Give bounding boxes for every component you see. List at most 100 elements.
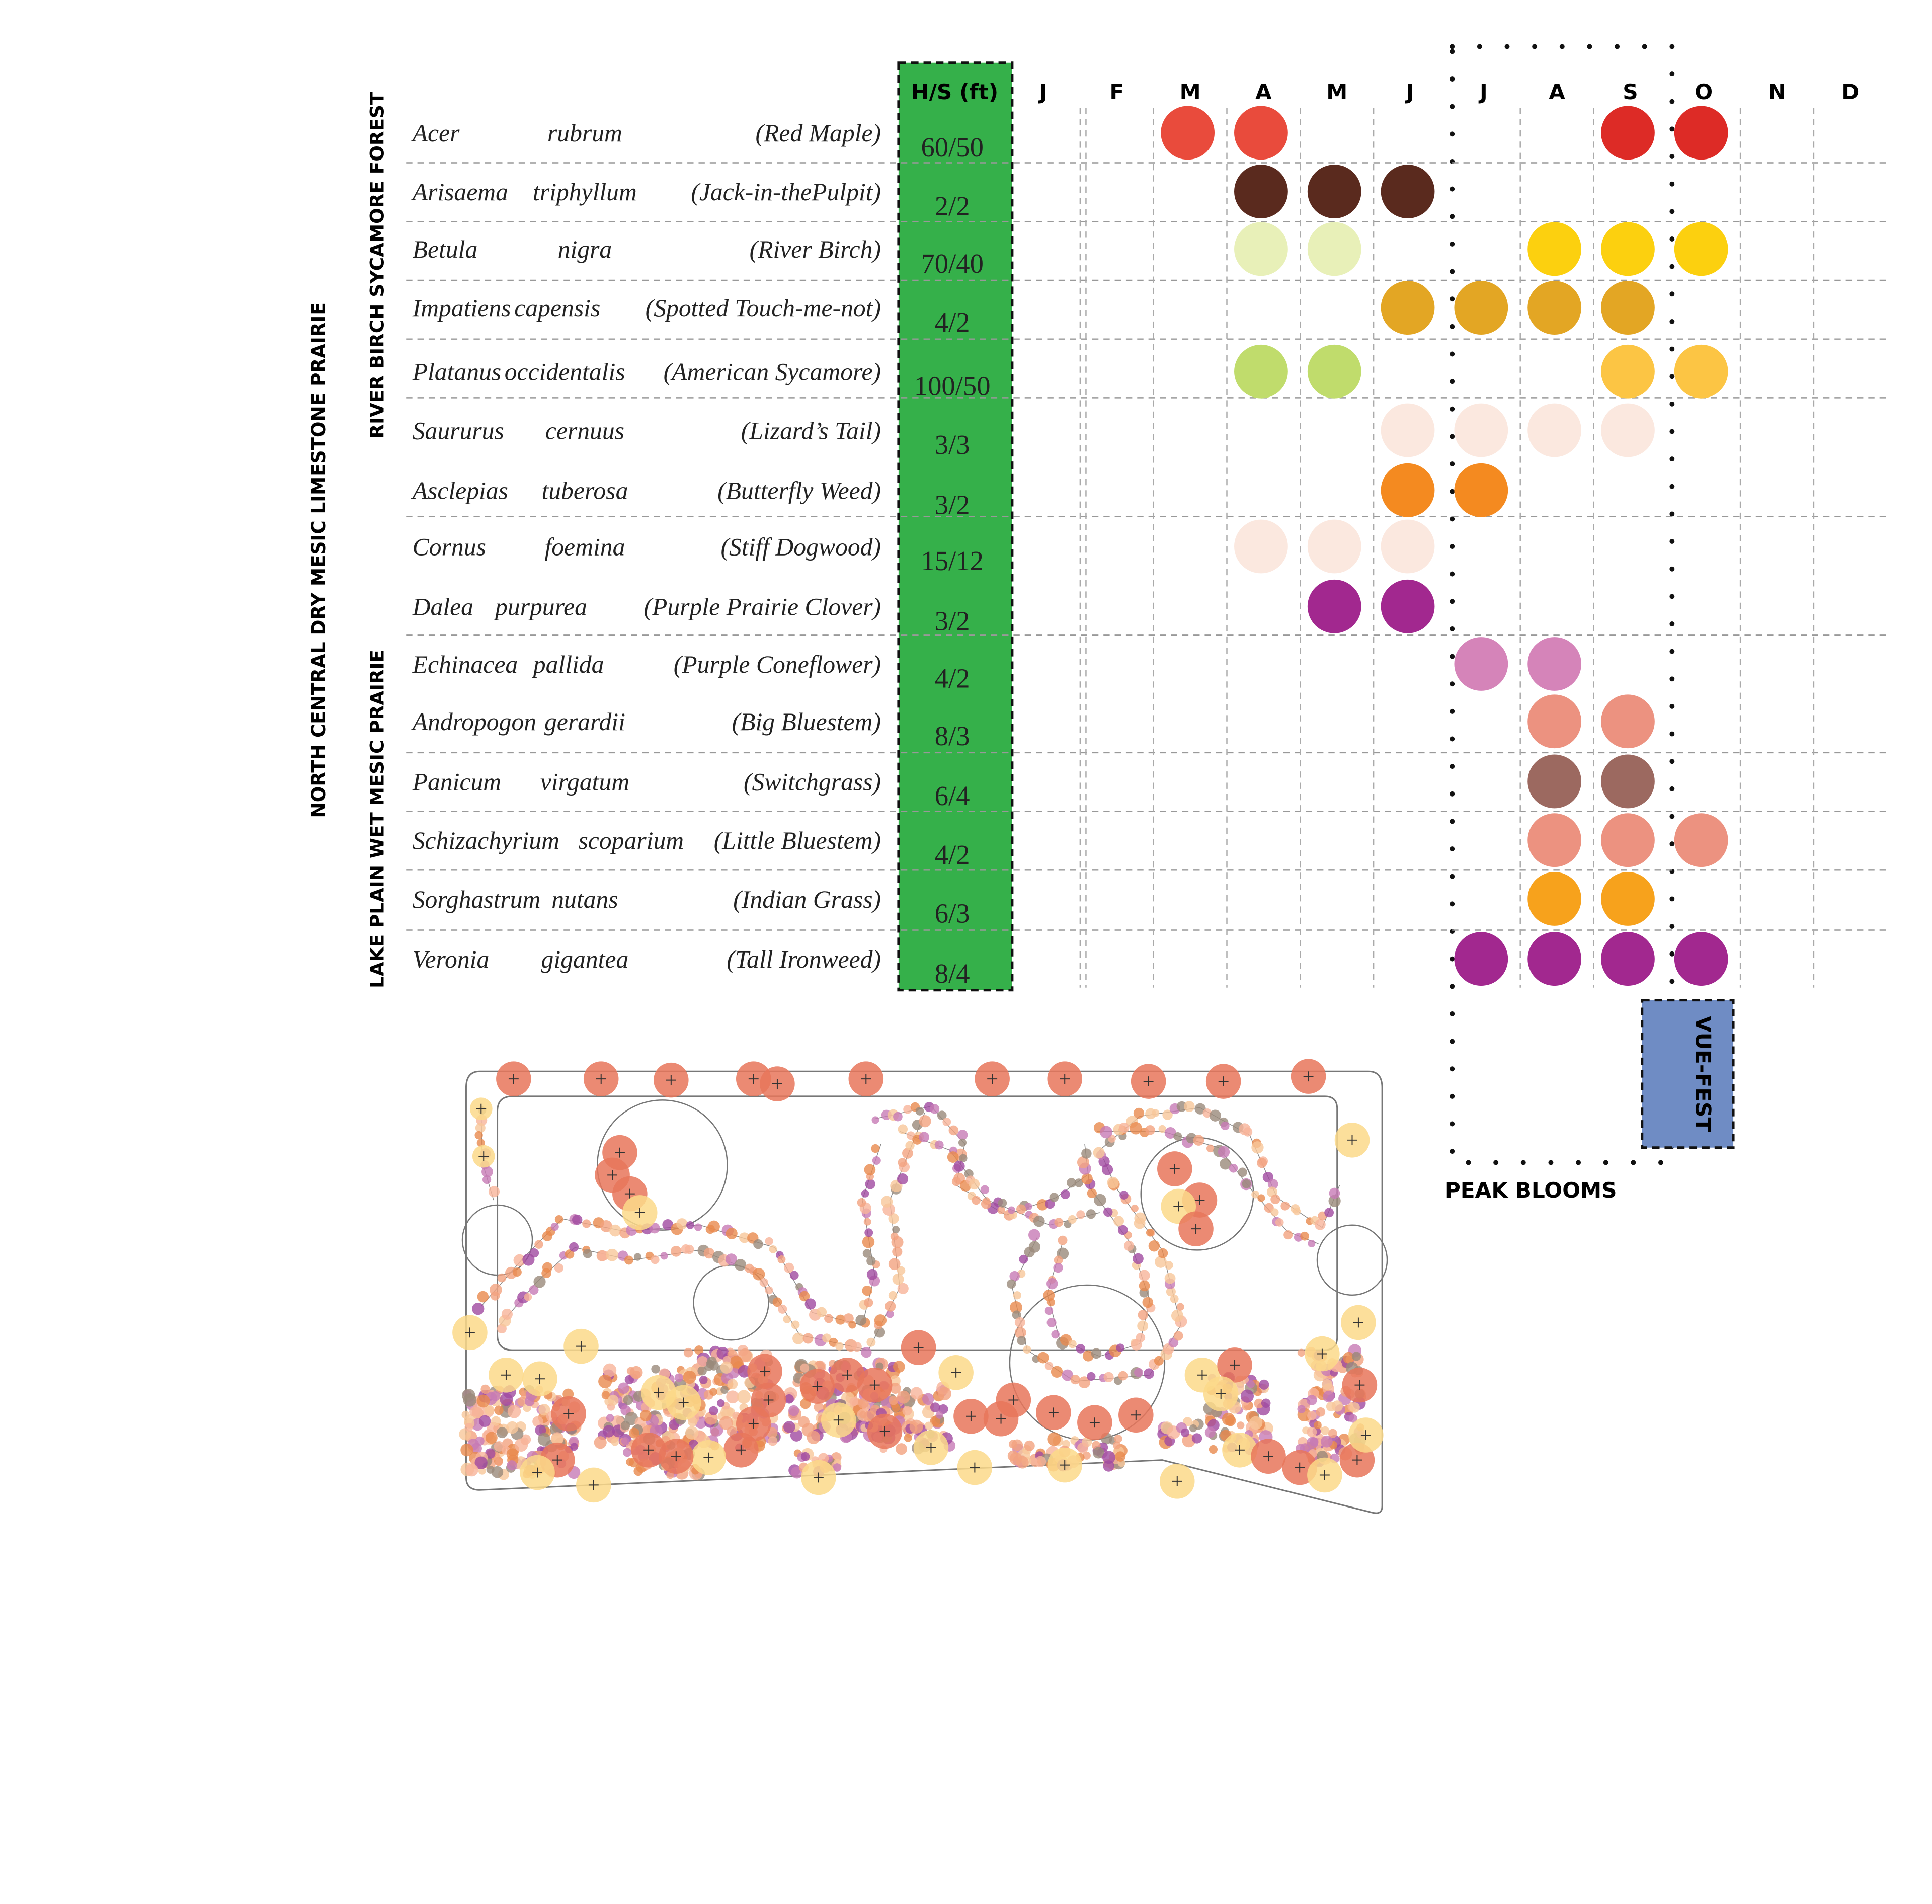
month-label: A: [1255, 80, 1272, 104]
plant-symbol: [703, 1247, 715, 1259]
plant-symbol: [726, 1390, 739, 1404]
month-label: S: [1623, 80, 1638, 104]
plant-symbol: [957, 1130, 968, 1140]
plant-symbol: [1321, 1379, 1333, 1390]
plant-symbol: [554, 1263, 564, 1273]
height-spread: 6/4: [935, 780, 970, 811]
plant-symbol: [1115, 1451, 1126, 1462]
plant-symbol: [864, 1298, 873, 1307]
plant-symbol: [1270, 1208, 1279, 1217]
plant-symbol: [890, 1382, 901, 1394]
plant-symbol: [496, 1427, 508, 1439]
tree-center: [812, 1381, 823, 1392]
plant-symbol: [930, 1104, 940, 1114]
plant-symbol: [727, 1379, 738, 1390]
tree-center: [951, 1367, 961, 1378]
tree-center: [1191, 1224, 1201, 1234]
plant-symbol: [676, 1218, 688, 1230]
plant-symbol: [683, 1370, 696, 1384]
bloom-dot: [1601, 344, 1655, 399]
plant-symbol: [1131, 1204, 1139, 1212]
month-label: N: [1768, 80, 1786, 104]
plant-symbol: [905, 1141, 915, 1150]
tree-center: [501, 1370, 511, 1380]
plant-symbol: [628, 1427, 640, 1439]
species: gerardii: [544, 708, 625, 736]
plant-symbol: [800, 1452, 810, 1461]
event-label: VUE-FEST: [1691, 1016, 1716, 1132]
plant-symbol: [618, 1382, 629, 1394]
plant-symbol: [1158, 1248, 1168, 1258]
plant-symbol: [1162, 1109, 1173, 1120]
plant-symbol: [607, 1395, 619, 1406]
site-outline: [465, 1070, 1383, 1514]
plant-symbol: [897, 1390, 910, 1404]
plant-symbol: [1242, 1179, 1251, 1188]
bloom-dot: [1307, 344, 1361, 399]
plant-symbol: [874, 1327, 886, 1338]
plant-symbol: [583, 1249, 593, 1258]
plant-symbol: [1112, 1441, 1121, 1450]
plant-symbol: [1013, 1291, 1021, 1300]
plant-symbol: [484, 1405, 495, 1415]
plaza: [597, 1099, 728, 1231]
plant-symbol: [1193, 1135, 1204, 1146]
month-label: D: [1841, 80, 1859, 104]
tree-center: [1060, 1074, 1070, 1084]
tree-center: [1173, 1201, 1184, 1212]
plant-symbol: [1166, 1287, 1176, 1297]
plant-symbol: [1306, 1395, 1317, 1405]
bloom-dot: [1161, 106, 1215, 160]
tree-center: [576, 1341, 586, 1352]
plant-symbol: [1137, 1320, 1149, 1332]
species: purpurea: [494, 593, 587, 621]
plant-symbol: [997, 1206, 1005, 1214]
plant-symbol: [1046, 1317, 1057, 1327]
species: occidentalis: [505, 358, 625, 386]
plant-symbol: [769, 1245, 777, 1253]
plant-symbol: [495, 1458, 503, 1466]
plant-symbol: [1076, 1344, 1085, 1354]
plant-symbol: [1148, 1240, 1160, 1252]
plant-symbol: [512, 1267, 522, 1277]
plant-symbol: [753, 1239, 763, 1249]
plant-symbol: [864, 1164, 876, 1176]
plant-symbol: [1043, 1289, 1055, 1301]
plant-symbol: [1046, 1278, 1058, 1290]
plant-symbol: [532, 1416, 543, 1427]
plant-symbol: [1023, 1345, 1031, 1354]
plant-symbol: [624, 1255, 633, 1265]
bloom-dot: [1234, 165, 1288, 218]
plant-symbol: [1077, 1156, 1090, 1169]
plant-symbol: [799, 1291, 810, 1302]
tree-center: [772, 1079, 782, 1089]
plant-symbol: [513, 1254, 526, 1266]
plant-symbol: [903, 1105, 912, 1114]
plant-symbol: [759, 1278, 768, 1287]
bloom-dot: [1527, 694, 1582, 749]
plant-symbol: [937, 1110, 947, 1121]
tree-center: [1216, 1389, 1226, 1399]
plant-symbol: [1164, 1261, 1173, 1270]
plant-symbol: [824, 1314, 834, 1323]
plant-symbol: [1283, 1230, 1293, 1240]
plant-symbol: [861, 1347, 872, 1358]
tree-center: [1230, 1360, 1240, 1370]
plant-symbol: [792, 1332, 804, 1344]
plant-symbol: [784, 1394, 794, 1404]
plant-symbol: [1206, 1144, 1215, 1153]
plant-symbol: [708, 1220, 720, 1233]
plant-symbol: [739, 1232, 750, 1243]
plant-symbol: [1297, 1405, 1306, 1413]
plant-symbol: [632, 1370, 641, 1379]
plant-symbol: [1007, 1206, 1015, 1214]
plant-symbol: [606, 1248, 619, 1261]
plant-symbol: [886, 1310, 894, 1318]
height-spread: 3/3: [935, 429, 970, 460]
tree-center: [607, 1170, 618, 1180]
plant-symbol: [1133, 1253, 1144, 1264]
plant-symbol: [726, 1228, 738, 1240]
plant-symbol: [738, 1365, 751, 1378]
genus: Platanus: [412, 358, 502, 386]
tree-center: [1303, 1071, 1314, 1082]
